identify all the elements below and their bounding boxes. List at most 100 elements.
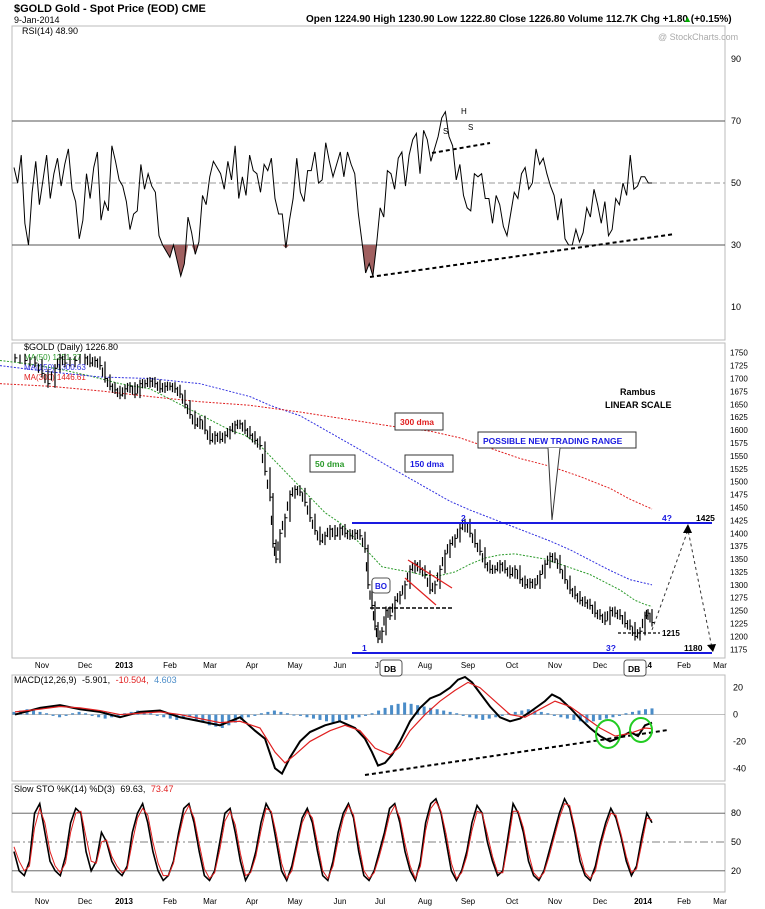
x-axis-label: Jun xyxy=(334,897,347,906)
macd-hist-bar xyxy=(175,714,179,720)
price-y-tick: 1675 xyxy=(730,387,748,396)
level-1215-label: 1215 xyxy=(662,629,680,638)
macd-hist-bar xyxy=(650,708,654,715)
rsi-left-shoulder-label: S xyxy=(443,127,448,136)
price-y-tick: 1500 xyxy=(730,478,748,487)
price-y-tick: 1350 xyxy=(730,555,748,564)
x-axis-label: Feb xyxy=(677,661,691,670)
x-axis-label: Mar xyxy=(713,661,727,670)
point-3-label: 3? xyxy=(606,643,616,653)
price-y-tick: 1275 xyxy=(730,594,748,603)
macd-hist-bar xyxy=(396,703,400,715)
macd-hist-bar xyxy=(539,711,543,715)
macd-hist-bar xyxy=(71,713,75,715)
trading-range-label: POSSIBLE NEW TRADING RANGE xyxy=(483,436,623,446)
macd-hist-bar xyxy=(188,714,192,718)
macd-hist-bar xyxy=(604,714,608,719)
macd-hist-bar xyxy=(442,710,446,715)
x-axis-label: Mar xyxy=(203,897,217,906)
macd-hist-bar xyxy=(572,714,576,720)
macd-hist-bar xyxy=(422,706,426,715)
x-axis-label: Apr xyxy=(246,661,259,670)
macd-hist-bar xyxy=(487,714,491,719)
macd-hist-bar xyxy=(435,709,439,715)
price-y-tick: 1300 xyxy=(730,581,748,590)
rsi-y-tick: 90 xyxy=(731,54,741,64)
macd-hist-bar xyxy=(429,707,433,715)
macd-hist-bar xyxy=(390,705,394,715)
macd-hist-bar xyxy=(474,714,478,719)
trading-range-callout-pointer xyxy=(547,447,561,521)
sto-d-line xyxy=(13,800,653,880)
macd-hist-bar xyxy=(403,702,407,715)
rsi-y-tick: 50 xyxy=(731,178,741,188)
macd-hist-bar xyxy=(311,714,315,719)
macd-hist-bar xyxy=(266,711,270,715)
legend-ma50: MA(50) 1251.27 xyxy=(24,353,82,362)
projection-arrow-down xyxy=(707,644,716,652)
macd-hist-bar xyxy=(409,703,413,715)
ma300-label: 300 dma xyxy=(400,417,434,427)
macd-hist-bar xyxy=(259,713,263,715)
price-y-tick: 1750 xyxy=(730,349,748,358)
macd-hist-bar xyxy=(520,710,524,715)
price-y-tick: 1175 xyxy=(730,645,748,654)
macd-hist-bar xyxy=(298,714,302,716)
macd-hist-bar xyxy=(90,714,94,716)
macd-title-hist: 4.603 xyxy=(154,675,177,685)
macd-hist-bar xyxy=(513,711,517,715)
x-axis-label: Sep xyxy=(461,897,476,906)
ma50-callout xyxy=(309,454,356,473)
x-axis-label: Nov xyxy=(548,661,562,670)
macd-hist-bar xyxy=(162,714,166,718)
macd-hist-bar xyxy=(624,713,628,715)
x-axis-label: Feb xyxy=(163,897,177,906)
price-title: $GOLD (Daily) 1226.80 xyxy=(24,342,118,352)
macd-hist-bar xyxy=(103,714,107,719)
macd-hist-bar xyxy=(591,714,595,722)
price-y-tick: 1375 xyxy=(730,542,748,551)
price-y-tick: 1400 xyxy=(730,529,748,538)
ma150-callout xyxy=(404,454,454,473)
price-y-tick: 1625 xyxy=(730,413,748,422)
macd-hist-bar xyxy=(455,713,459,715)
rsi-oversold-fill xyxy=(173,245,188,276)
rsi-neckline xyxy=(431,142,491,154)
price-y-tick: 1450 xyxy=(730,503,748,512)
x-axis-label: Oct xyxy=(506,897,519,906)
x-axis-label: Nov xyxy=(35,661,49,670)
ma300-callout xyxy=(394,412,444,431)
macd-trendline xyxy=(364,729,669,776)
rsi-line xyxy=(13,110,652,278)
x-axis-label: Feb xyxy=(163,661,177,670)
macd-hist-bar xyxy=(279,711,283,715)
x-axis-label: Feb xyxy=(677,897,691,906)
macd-y-tick: -20 xyxy=(733,736,746,746)
macd-line xyxy=(14,675,653,776)
macd-hist-bar xyxy=(546,713,550,715)
macd-hist-bar xyxy=(643,709,647,715)
x-axis-label: Dec xyxy=(78,661,92,670)
rsi-y-tick: 70 xyxy=(731,116,741,126)
x-axis-label: Dec xyxy=(78,897,92,906)
point-4-label: 4? xyxy=(662,513,672,523)
level-1180-label: 1180 xyxy=(684,643,703,653)
macd-hist-bar xyxy=(338,714,342,722)
macd-hist-bar xyxy=(168,714,172,719)
price-y-tick: 1650 xyxy=(730,400,748,409)
macd-hist-bar xyxy=(64,714,68,716)
macd-hist-bar xyxy=(364,714,368,716)
rsi-y-tick: 10 xyxy=(731,302,741,312)
macd-hist-bar xyxy=(448,711,452,715)
macd-hist-bar xyxy=(97,714,101,718)
projection-arrow-up xyxy=(683,524,692,533)
db-callout-1 xyxy=(379,659,403,677)
sto-panel xyxy=(11,783,726,893)
level-1425-label: 1425 xyxy=(696,513,715,523)
macd-title-signal: -10.504, xyxy=(116,675,149,685)
macd-hist-bar xyxy=(285,713,289,715)
macd-hist-bar xyxy=(227,714,231,726)
price-panel xyxy=(11,342,726,659)
macd-hist-bar xyxy=(565,714,569,719)
macd-hist-bar xyxy=(357,714,361,718)
